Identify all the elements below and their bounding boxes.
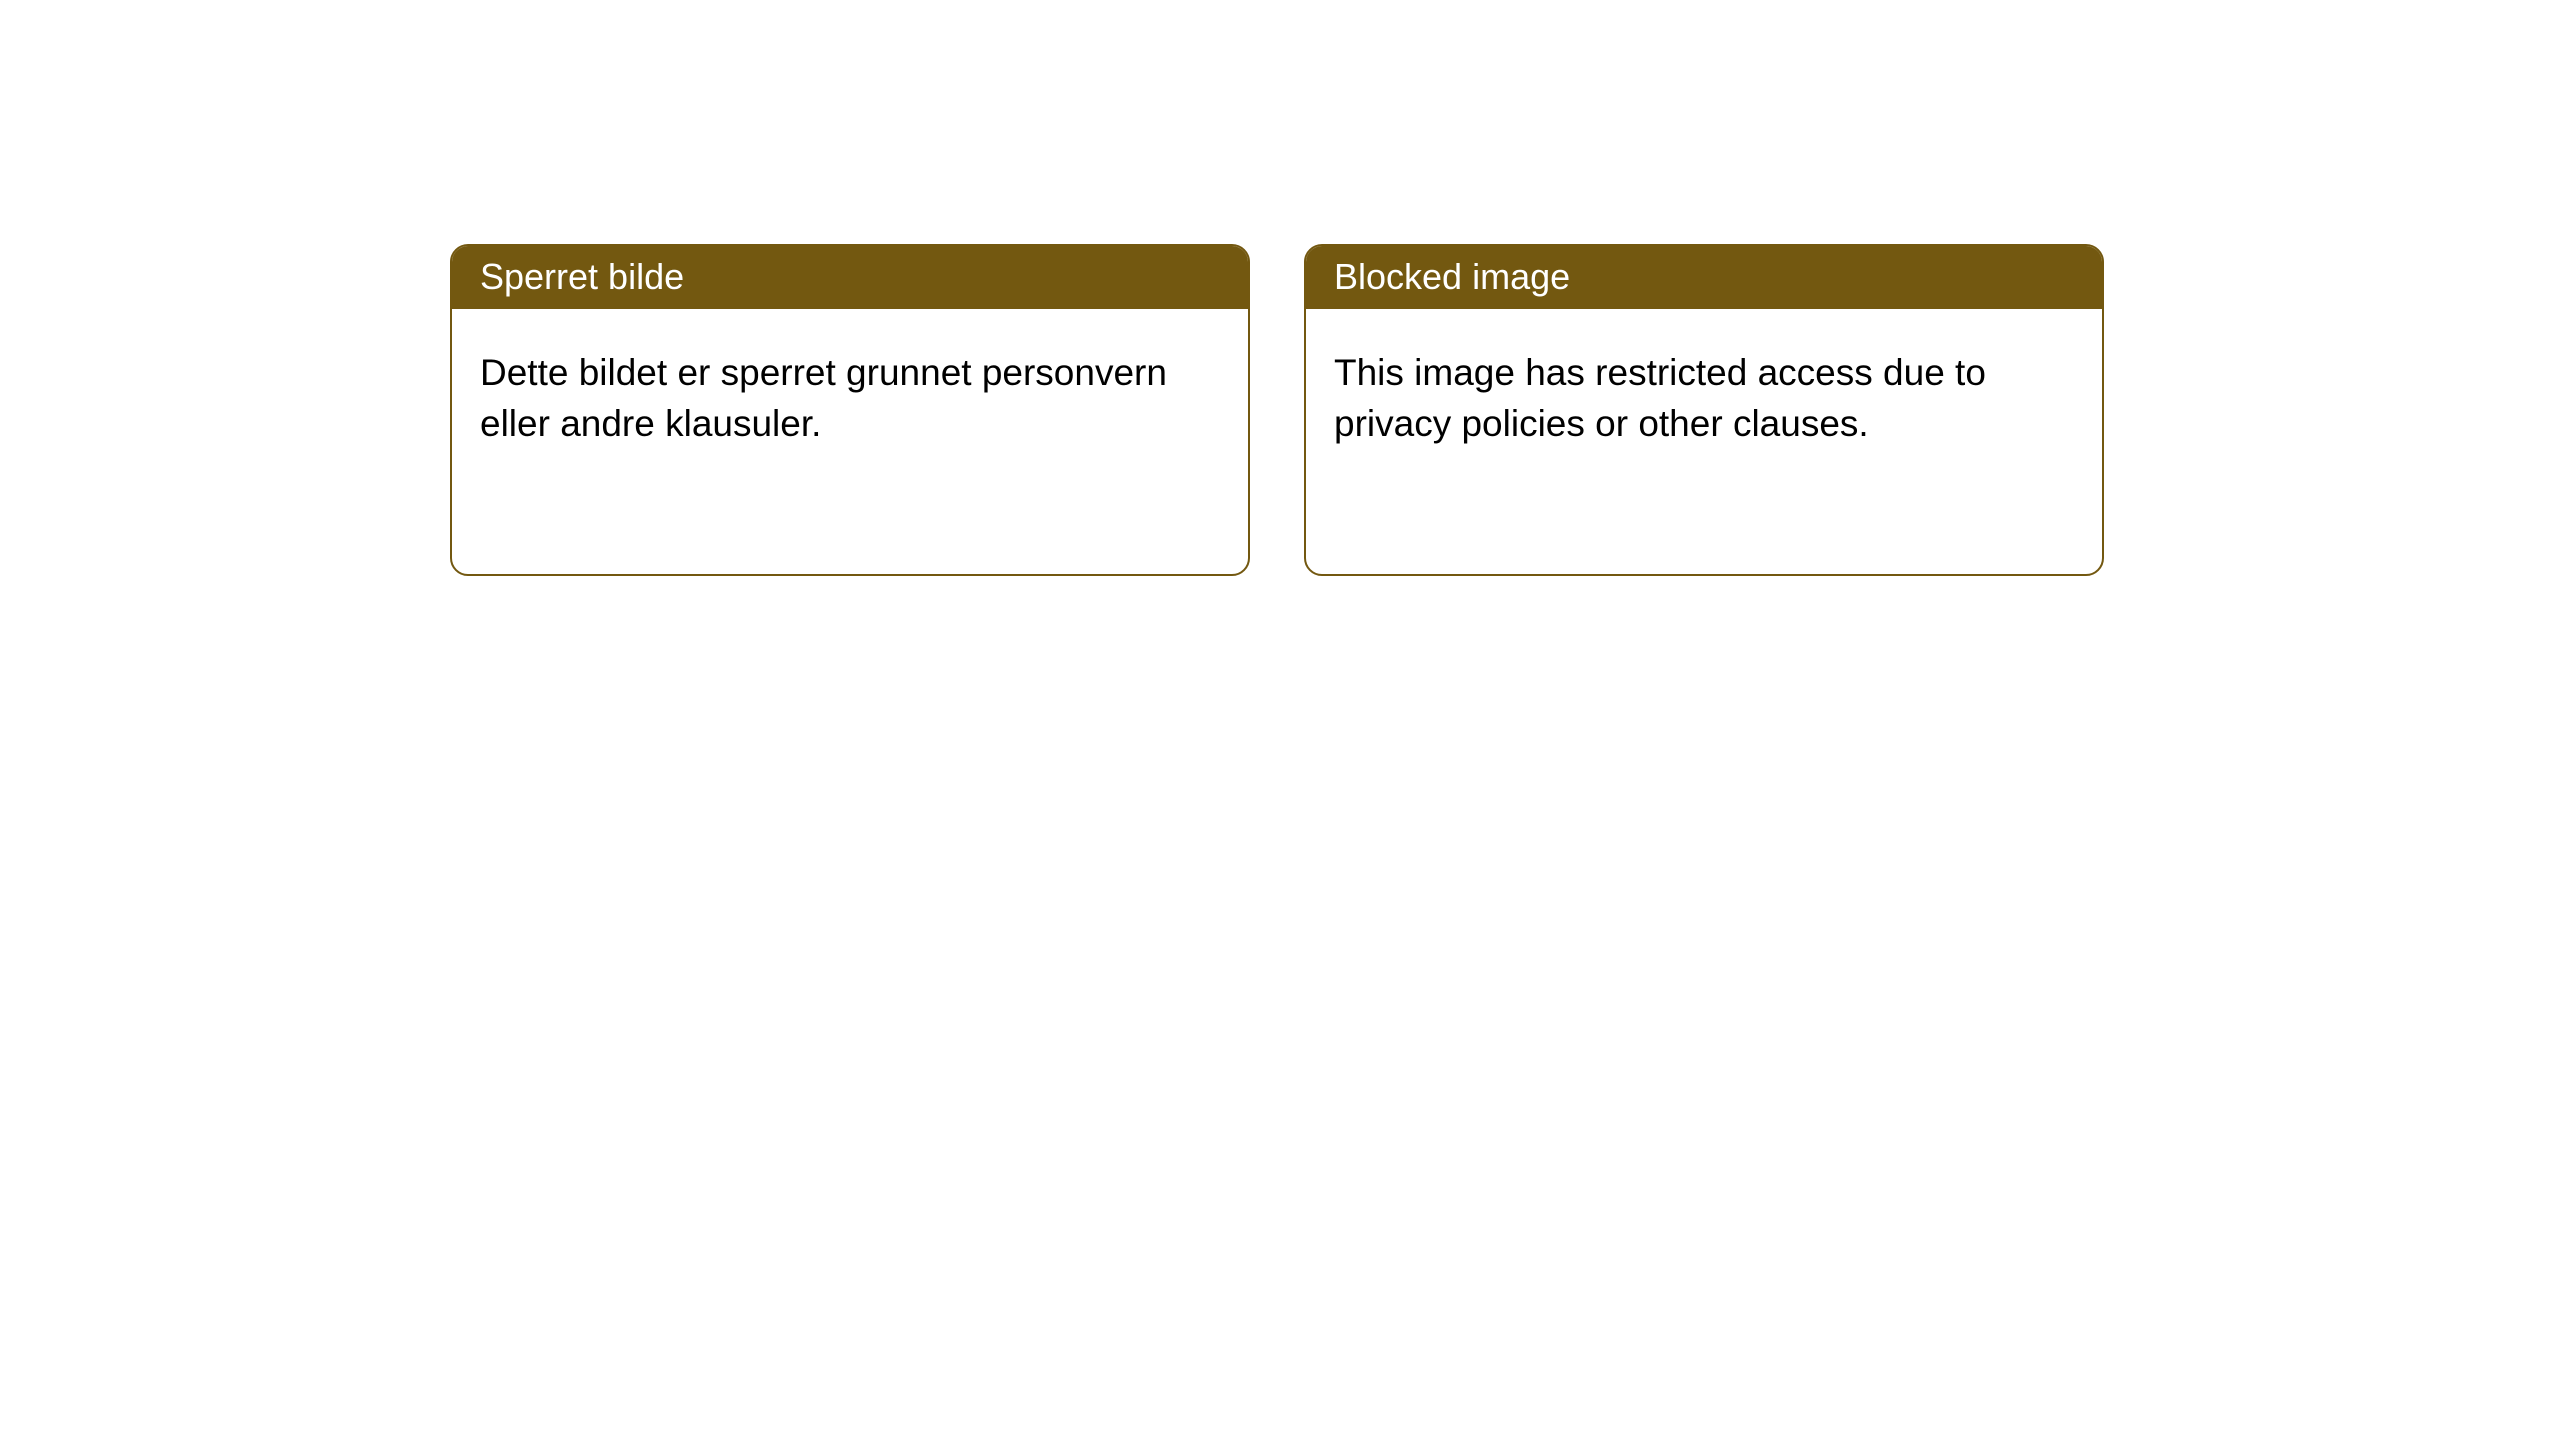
notice-cards-container: Sperret bilde Dette bildet er sperret gr… [0,0,2560,576]
card-header: Sperret bilde [452,246,1248,309]
card-body: Dette bildet er sperret grunnet personve… [452,309,1248,574]
blocked-image-card-english: Blocked image This image has restricted … [1304,244,2104,576]
blocked-image-card-norwegian: Sperret bilde Dette bildet er sperret gr… [450,244,1250,576]
card-body: This image has restricted access due to … [1306,309,2102,574]
card-header: Blocked image [1306,246,2102,309]
